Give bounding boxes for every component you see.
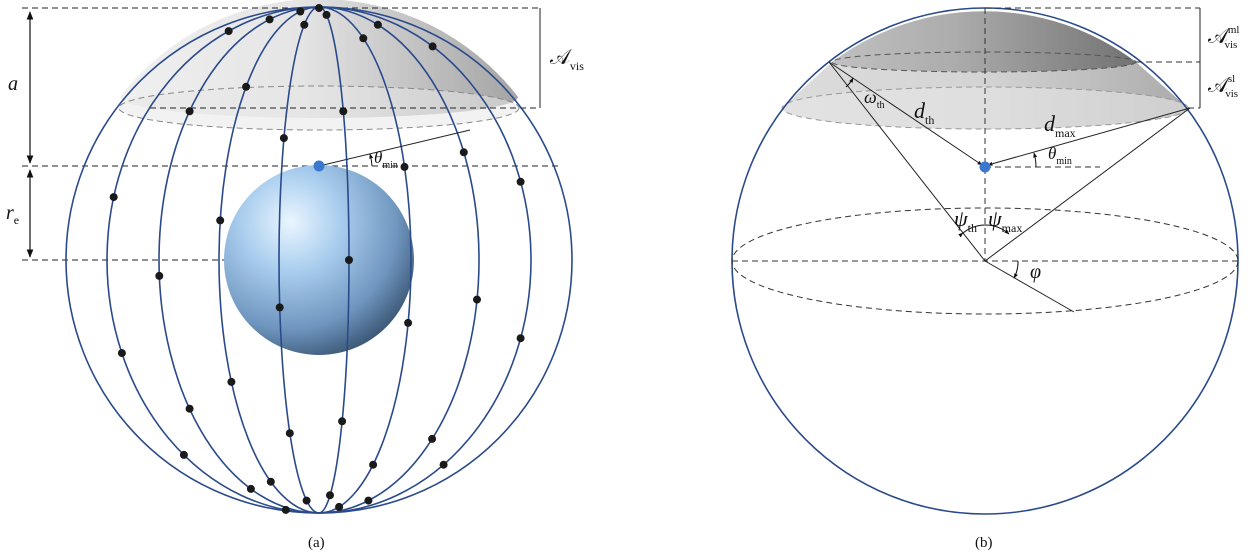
label-theta-min-b: θmin xyxy=(1048,144,1072,167)
satellite-dot xyxy=(339,107,348,116)
satellite-dot xyxy=(296,7,305,16)
satellite-dot xyxy=(459,148,468,157)
meridian-orbit xyxy=(318,6,480,514)
cap-ml-b xyxy=(832,11,1136,73)
meridian-orbit xyxy=(158,6,320,514)
phi-arc xyxy=(1013,260,1019,279)
satellite-dot xyxy=(404,318,413,327)
panel-b: 𝒜ml vis 𝒜sl vis ωth dth dmax θmin ψth ψmax… xyxy=(731,7,1240,551)
label-a: a xyxy=(8,73,18,95)
label-psi-th: ψth xyxy=(954,206,977,235)
earth-sphere xyxy=(224,165,414,355)
satellite-dot xyxy=(315,4,323,12)
satellite-dot xyxy=(516,334,525,343)
satellite-dot xyxy=(246,484,255,493)
observer-dot-b xyxy=(979,161,991,173)
satellite-dot xyxy=(155,271,164,280)
label-omega-th: ωth xyxy=(864,87,885,111)
label-d-max: dmax xyxy=(1044,111,1076,140)
elevation-line-a xyxy=(318,129,471,167)
satellite-dot xyxy=(428,434,437,443)
meridian-orbit xyxy=(318,6,532,514)
satellite-dot xyxy=(516,177,525,186)
caption-b: (b) xyxy=(975,535,993,551)
line-center-to-sat-th xyxy=(828,61,986,262)
satellite-dot xyxy=(185,404,194,413)
theta-arc-a xyxy=(369,153,374,167)
satellite-dot xyxy=(109,193,118,202)
satellite-dot xyxy=(216,216,225,225)
label-A-ml: 𝒜ml vis xyxy=(1208,24,1240,51)
satellite-dot xyxy=(364,496,373,505)
satellite-dot xyxy=(322,10,331,19)
label-phi: φ xyxy=(1030,261,1041,283)
label-A-sl: 𝒜sl vis xyxy=(1208,73,1238,100)
line-phi xyxy=(984,260,1075,313)
psi-max-arc xyxy=(984,224,1010,235)
satellite-dot xyxy=(227,377,236,386)
satellite-dot xyxy=(400,162,409,171)
omega-arc xyxy=(845,77,854,88)
satellite-dot xyxy=(281,505,290,514)
satellite-dot xyxy=(345,256,353,264)
satellite-dot xyxy=(302,496,311,505)
satellite-dot xyxy=(117,349,126,358)
satellite-dot xyxy=(279,134,288,143)
satellite-dot xyxy=(242,82,251,91)
satellite-dot xyxy=(275,303,284,312)
satellite-dot xyxy=(285,429,294,438)
satellite-dot xyxy=(266,477,275,486)
label-theta-min-a: θmin xyxy=(374,148,398,171)
panel-a: a re 𝒜vis θmin (a) xyxy=(6,0,584,551)
satellite-dot xyxy=(179,450,188,459)
satellite-dot xyxy=(359,34,368,43)
meridian-orbit xyxy=(106,6,320,514)
label-re: re xyxy=(6,202,19,227)
satellite-dot xyxy=(300,20,309,29)
meridian-orbit xyxy=(278,6,320,514)
satellite-dot xyxy=(326,491,334,500)
psi-th-arc xyxy=(958,224,986,238)
line-d-th xyxy=(828,61,983,166)
satellite-dot xyxy=(428,42,437,51)
label-A-vis: 𝒜vis xyxy=(550,45,584,73)
satellite-dot xyxy=(265,15,274,24)
caption-a: (a) xyxy=(308,535,325,551)
satellite-dot xyxy=(335,502,344,511)
satellite-dot xyxy=(473,295,481,304)
observer-dot-a xyxy=(313,160,325,172)
line-center-to-sat-max xyxy=(984,107,1191,262)
label-d-th: dth xyxy=(914,98,934,127)
theta-arc-b xyxy=(1033,152,1038,168)
satellite-dot xyxy=(338,417,347,426)
satellite-dot xyxy=(224,27,233,36)
cap-base-ellipse-a xyxy=(118,85,520,131)
satellite-dot xyxy=(439,460,448,469)
line-d-max xyxy=(987,107,1191,166)
satellite-dot xyxy=(373,20,382,29)
label-psi-max: ψmax xyxy=(988,206,1022,235)
satellite-dot xyxy=(369,460,378,469)
satellite-group xyxy=(109,4,525,514)
satellite-dot xyxy=(185,107,194,116)
